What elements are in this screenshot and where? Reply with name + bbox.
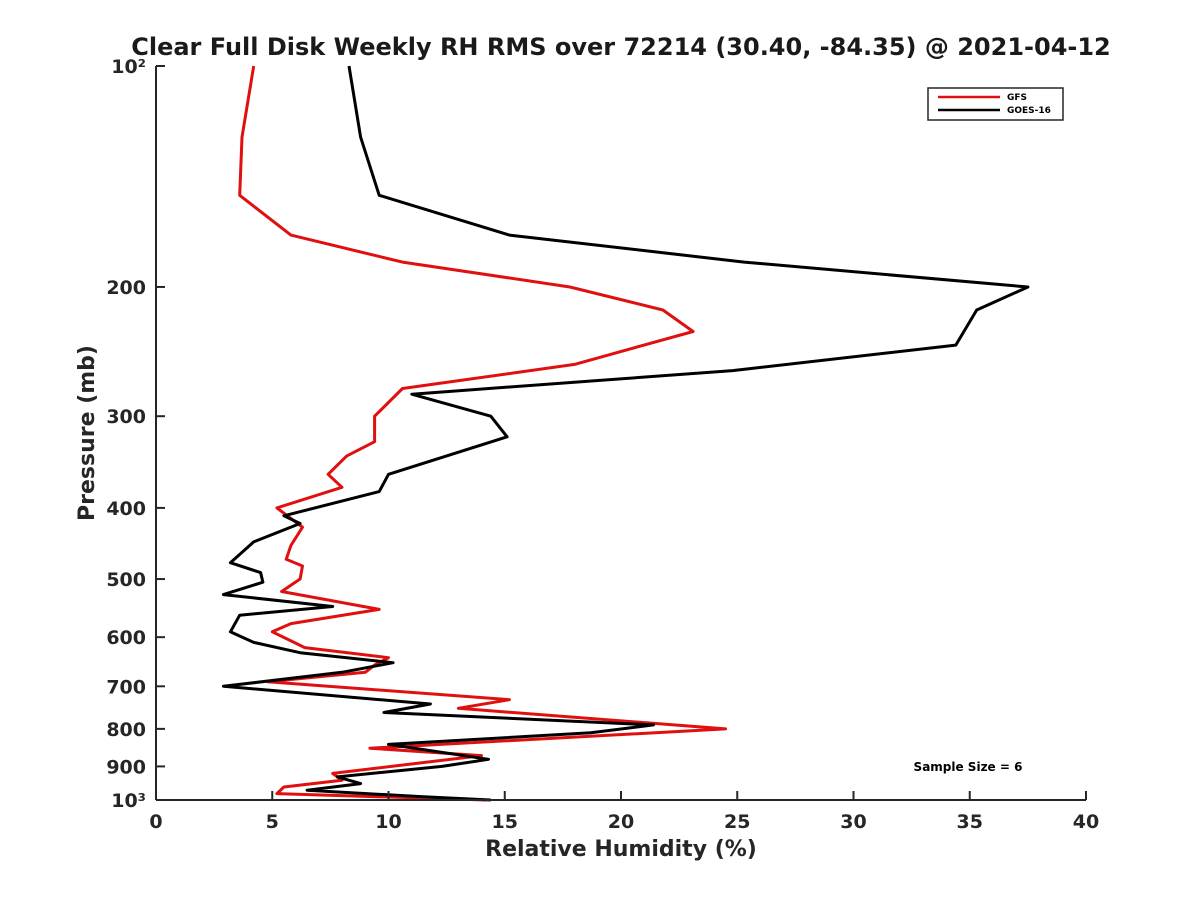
y-tick-label: 500 [106, 569, 146, 591]
x-axis-label: Relative Humidity (%) [485, 837, 757, 862]
y-axis-label: Pressure (mb) [75, 345, 100, 521]
x-tick-label: 0 [149, 811, 162, 833]
x-tick-label: 25 [724, 811, 750, 833]
y-tick-label: 10³ [111, 790, 146, 812]
y-tick-label: 600 [106, 627, 146, 649]
chart-title: Clear Full Disk Weekly RH RMS over 72214… [131, 33, 1111, 61]
y-ticks: 10² 200 300 400 500 600 700 800 900 10³ [106, 56, 165, 812]
x-tick-label: 15 [492, 811, 518, 833]
legend-label-gfs: GFS [1007, 93, 1027, 103]
x-ticks: 0 5 10 15 20 25 30 35 40 [149, 791, 1099, 833]
y-tick-label: 10² [111, 56, 146, 78]
x-tick-label: 30 [840, 811, 866, 833]
legend: GFS GOES-16 [927, 87, 1064, 121]
series-line-goes-16 [221, 65, 1030, 802]
x-tick-label: 40 [1073, 811, 1099, 833]
y-tick-label: 800 [106, 719, 146, 741]
legend-box [927, 87, 1064, 121]
x-tick-label: 20 [608, 811, 634, 833]
legend-label-goes: GOES-16 [1007, 106, 1051, 116]
y-tick-label: 400 [106, 498, 146, 520]
x-tick-label: 35 [957, 811, 983, 833]
y-tick-label: 700 [106, 676, 146, 698]
x-tick-label: 5 [266, 811, 279, 833]
x-tick-label: 10 [375, 811, 401, 833]
y-tick-label: 300 [106, 406, 146, 428]
series-layer [221, 65, 1030, 802]
plot-area: 0 5 10 15 20 25 30 35 40 10² 200 300 400 500 600 700 80… [106, 56, 1099, 833]
sample-size-annotation: Sample Size = 6 [914, 760, 1023, 774]
y-tick-label: 900 [106, 756, 146, 778]
series-line-gfs [238, 65, 728, 802]
y-tick-label: 200 [106, 277, 146, 299]
